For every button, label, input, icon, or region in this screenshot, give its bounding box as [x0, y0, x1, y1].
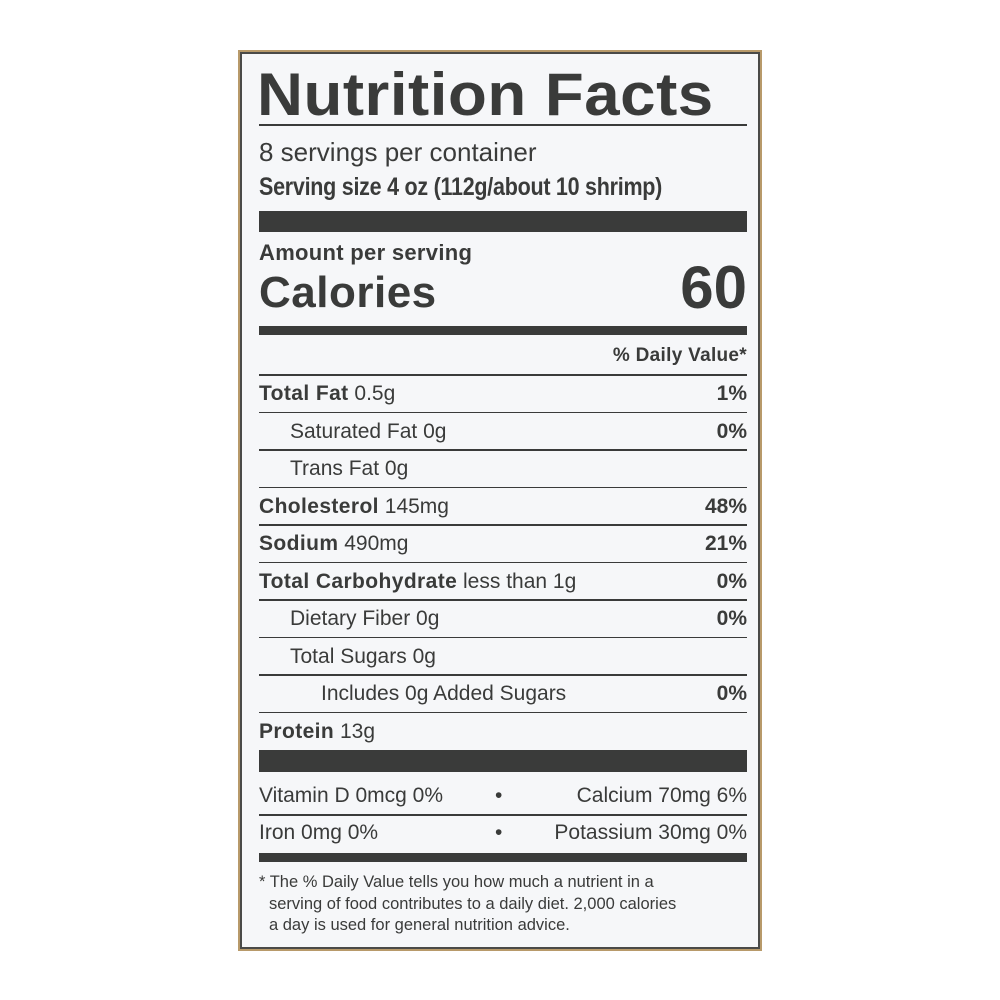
divider — [259, 711, 747, 713]
daily-value-percent: 1% — [716, 382, 747, 405]
nutrient-label: Includes 0g Added Sugars — [321, 675, 566, 712]
calories-value: 60 — [680, 254, 747, 321]
nutrient-name: Trans Fat — [290, 457, 380, 480]
medium-divider — [259, 326, 747, 335]
divider — [259, 374, 747, 376]
nutrient-row: Total Sugars 0g — [259, 638, 747, 675]
nutrient-name: Protein — [259, 719, 335, 743]
nutrient-label: Total Sugars 0g — [290, 638, 436, 675]
nutrition-facts-label: Nutrition Facts 8 servings per container… — [240, 52, 760, 949]
nutrient-row: Cholesterol 145mg 48% — [259, 488, 747, 525]
nutrient-amount: 0g — [416, 607, 440, 630]
nutrient-row: Sodium 490mg 21% — [259, 525, 747, 562]
nutrient-name: Cholesterol — [259, 494, 379, 518]
nutrient-label: Cholesterol 145mg — [259, 488, 449, 525]
footnote-line: a day is used for general nutrition advi… — [269, 916, 570, 934]
daily-value-percent: 48% — [704, 494, 747, 518]
label-title: Nutrition Facts — [257, 61, 714, 128]
amount-per-serving: Amount per serving — [259, 240, 473, 265]
nutrient-name: Dietary Fiber — [290, 607, 411, 630]
separator-dot: • — [495, 784, 503, 807]
nutrient-name: Sodium — [259, 532, 339, 555]
daily-value-percent: 0% — [716, 569, 747, 593]
divider — [259, 561, 747, 563]
vitamin-row: Iron 0mg 0% • Potassium 30mg 0% — [259, 815, 747, 851]
nutrient-name: Total Carbohydrate — [259, 569, 458, 593]
nutrient-amount: 490mg — [344, 532, 409, 555]
footnote-line: * The % Daily Value tells you how much a… — [259, 873, 654, 891]
footnote: * The % Daily Value tells you how much a… — [259, 872, 676, 937]
nutrient-amount: 145mg — [384, 494, 449, 518]
divider — [259, 411, 747, 413]
nutrient-name: Total Fat — [259, 382, 349, 405]
thick-divider — [259, 750, 747, 772]
divider — [259, 636, 747, 638]
serving-size: Serving size 4 oz (112g/about 10 shrimp) — [259, 173, 663, 201]
nutrient-row: Total Carbohydrate less than 1g 0% — [259, 563, 747, 600]
footnote-line: serving of food contributes to a daily d… — [269, 894, 677, 913]
nutrient-amount: 0g — [412, 644, 436, 668]
nutrient-label: Saturated Fat 0g — [290, 413, 446, 450]
nutrient-label: Trans Fat 0g — [290, 450, 408, 487]
nutrient-row: Dietary Fiber 0g 0% — [259, 600, 747, 637]
nutrient-amount: 0g — [423, 419, 447, 443]
nutrient-amount: 0.5g — [354, 382, 396, 405]
daily-value-percent: 0% — [716, 419, 747, 443]
divider — [259, 524, 747, 526]
nutrient-name: Total Sugars — [290, 644, 407, 668]
vitamin-right: Potassium 30mg 0% — [554, 821, 747, 844]
vitamin-right: Calcium 70mg 6% — [576, 784, 747, 807]
vitamin-left: Vitamin D 0mcg 0% — [259, 784, 444, 807]
divider — [259, 486, 747, 488]
nutrient-row: Saturated Fat 0g 0% — [259, 413, 747, 450]
daily-value-percent: 0% — [716, 607, 747, 630]
nutrient-name: Saturated Fat — [290, 419, 418, 443]
nutrient-label: Total Carbohydrate less than 1g — [259, 563, 576, 600]
divider — [259, 449, 747, 451]
medium-divider — [259, 853, 747, 862]
nutrient-row: Includes 0g Added Sugars 0% — [259, 675, 747, 712]
divider — [259, 814, 747, 816]
divider — [259, 124, 747, 126]
vitamin-row: Vitamin D 0mcg 0% • Calcium 70mg 6% — [259, 778, 747, 814]
separator-dot: • — [495, 821, 503, 844]
divider — [259, 674, 747, 676]
nutrient-label: Dietary Fiber 0g — [290, 600, 439, 637]
nutrient-amount: less than 1g — [463, 569, 577, 593]
calories-label: Calories — [259, 268, 437, 317]
nutrient-name: Includes 0g Added Sugars — [321, 682, 567, 705]
thick-divider — [259, 211, 747, 232]
nutrient-row: Protein 13g — [259, 713, 747, 750]
divider — [259, 599, 747, 601]
nutrient-amount: 13g — [340, 719, 376, 743]
daily-value-percent: 21% — [704, 532, 747, 555]
nutrient-row: Total Fat 0.5g 1% — [259, 375, 747, 412]
vitamin-left: Iron 0mg 0% — [259, 821, 379, 844]
nutrient-amount: 0g — [384, 457, 409, 480]
daily-value-header: % Daily Value* — [612, 345, 747, 366]
nutrient-row: Trans Fat 0g — [259, 450, 747, 487]
nutrient-label: Protein 13g — [259, 713, 375, 750]
nutrient-label: Sodium 490mg — [259, 525, 408, 562]
nutrient-label: Total Fat 0.5g — [259, 375, 395, 412]
servings-per-container: 8 servings per container — [259, 137, 537, 167]
daily-value-percent: 0% — [716, 682, 747, 705]
